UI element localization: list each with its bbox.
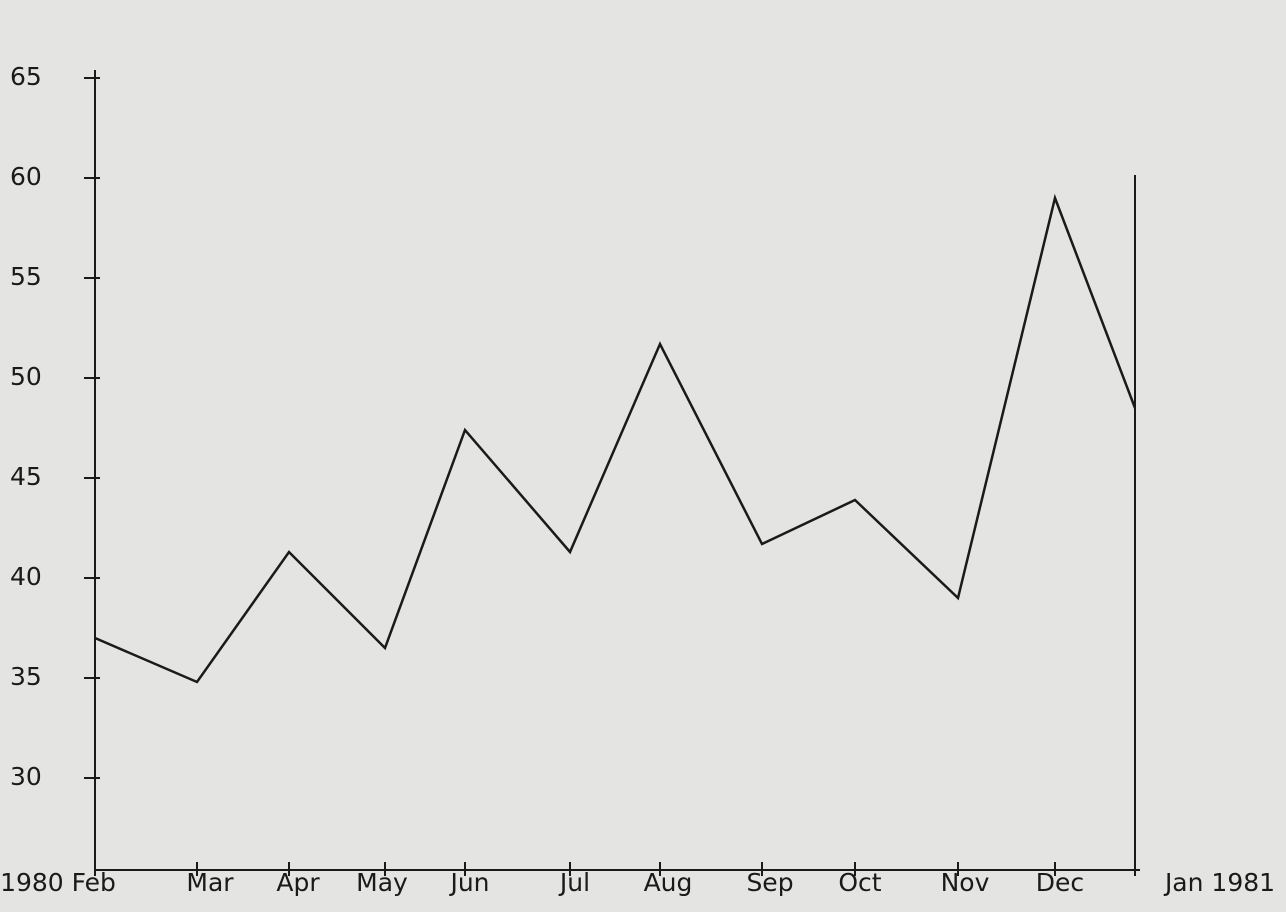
y-tick-label: 40 [10, 562, 42, 591]
x-tick-label: Oct [838, 868, 881, 897]
x-tick-label: Aug [644, 868, 693, 897]
data-line [94, 193, 1137, 684]
y-tick-label: 65 [10, 62, 42, 91]
x-tick-label: Jan 1981 [1163, 868, 1275, 897]
x-tick-label: Dec [1036, 868, 1084, 897]
x-tick-label: Jun [448, 868, 489, 897]
y-tick-label: 35 [10, 662, 42, 691]
y-tick-label: 50 [10, 362, 42, 391]
y-tick-label: 30 [10, 762, 42, 791]
x-tick-label: Apr [276, 868, 320, 897]
y-tick-label: 55 [10, 262, 42, 291]
y-tick-label: 45 [10, 462, 42, 491]
x-tick-label: Jul [558, 868, 590, 897]
x-tick-label: Nov [941, 868, 990, 897]
y-tick-label: 60 [10, 162, 42, 191]
x-tick-label: Sep [746, 868, 793, 897]
x-tick-label: Mar [186, 868, 234, 897]
x-tick-label: May [356, 868, 408, 897]
x-tick-label: 1980 Feb [0, 868, 116, 897]
